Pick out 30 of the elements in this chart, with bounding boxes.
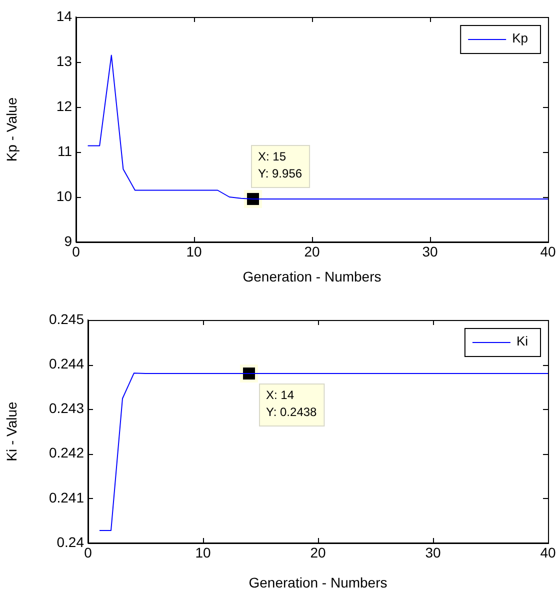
y-tick-label: 11 [57, 142, 72, 159]
y-tick-label: 10 [56, 188, 72, 204]
legend-label: Ki [516, 334, 528, 349]
x-tick-label: 30 [425, 544, 441, 560]
y-axis-title: Ki - Value [3, 401, 20, 462]
x-tick-label: 20 [310, 544, 326, 560]
y-tick-label: 0.244 [48, 355, 84, 372]
y-tick-label: 14 [56, 8, 72, 24]
y-tick-label: 0.24 [56, 534, 84, 550]
y-tick-label: 0.245 [48, 310, 84, 327]
y-tick-label: 0.243 [48, 400, 84, 416]
x-tick-label: 40 [540, 544, 556, 560]
y-tick-label: 13 [56, 52, 72, 69]
annotation: X: 15 Y: 9.956 [258, 149, 302, 180]
x-tick-label: 10 [195, 544, 211, 560]
y-tick-label: 9 [64, 232, 72, 249]
annotation: X: 14 Y: 0.2438 [266, 388, 318, 419]
x-tick-label: 0 [72, 243, 80, 260]
x-axis-title: Generation - Numbers [248, 574, 388, 590]
x-tick-label: 20 [304, 243, 320, 260]
x-tick-label: 10 [186, 243, 202, 260]
x-axis-title: Generation - Numbers [242, 268, 382, 284]
legend-label: Kp [512, 30, 528, 46]
y-tick-label: 12 [56, 98, 72, 114]
x-tick-label: 40 [540, 243, 556, 260]
x-tick-label: 0 [84, 544, 92, 560]
y-tick-label: 0.241 [48, 489, 84, 506]
y-axis-title: Kp - Value [3, 97, 20, 162]
y-tick-label: 0.242 [48, 444, 84, 461]
x-tick-label: 30 [422, 243, 438, 260]
